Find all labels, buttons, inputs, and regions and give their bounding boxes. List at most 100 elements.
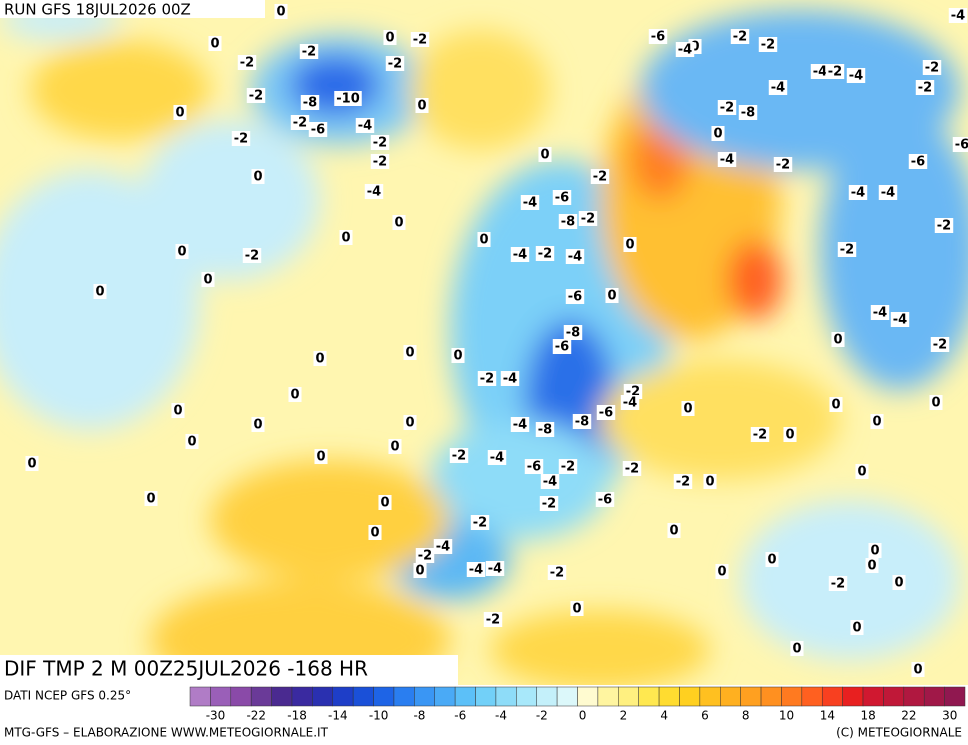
contour-label: -6 bbox=[955, 138, 968, 153]
contour-label-bg bbox=[758, 37, 778, 52]
contour-label: -2 bbox=[925, 61, 939, 76]
contour-label: 0 bbox=[625, 238, 634, 253]
colorbar-swatch bbox=[332, 686, 354, 707]
contour-labels: 00-20 -2-2 -2-2 -8 -100 0-2 -6 -4-2 -2-20-400-20… bbox=[25, 4, 968, 678]
contour-label-bg bbox=[890, 312, 910, 327]
contour-label: -2 bbox=[234, 132, 248, 147]
contour-label-bg bbox=[846, 68, 866, 83]
contour-label: -4 bbox=[849, 69, 863, 84]
contour-label-bg bbox=[552, 190, 572, 205]
contour-label-bg bbox=[565, 289, 585, 304]
contour-label-bg bbox=[878, 185, 898, 200]
contour-label-bg bbox=[314, 449, 328, 464]
contour-label: -2 bbox=[937, 219, 951, 234]
contour-label: -6 bbox=[598, 493, 612, 508]
contour-label-bg bbox=[552, 339, 572, 354]
contour-label-bg bbox=[415, 548, 435, 563]
colorbar-swatch bbox=[760, 686, 782, 707]
colorbar-swatch bbox=[475, 686, 497, 707]
contour-label-bg bbox=[449, 448, 469, 463]
contour-label: -4 bbox=[523, 196, 537, 211]
contour-label-bg bbox=[929, 395, 943, 410]
contour-label-bg bbox=[738, 105, 758, 120]
contour-label-bg bbox=[487, 450, 507, 465]
contour-label: 0 bbox=[717, 565, 726, 580]
contour-label-bg bbox=[477, 371, 497, 386]
colorbar-swatch bbox=[903, 686, 925, 707]
contour-label: -2 bbox=[418, 549, 432, 564]
colorbar-swatch bbox=[250, 686, 272, 707]
colorbar-swatch bbox=[393, 686, 415, 707]
contour-label-bg bbox=[370, 154, 390, 169]
contour-label: -2 bbox=[561, 460, 575, 475]
contour-label-bg bbox=[715, 564, 729, 579]
colorbar-label: 18 bbox=[860, 709, 875, 723]
contour-label-bg bbox=[783, 427, 797, 442]
colorbar-swatch bbox=[638, 686, 660, 707]
contour-label-bg bbox=[410, 32, 430, 47]
contour-label-bg bbox=[825, 64, 845, 79]
contour-label-bg bbox=[915, 80, 935, 95]
contour-label: -2 bbox=[249, 89, 263, 104]
colorbar-swatch bbox=[536, 686, 558, 707]
contour-label-bg bbox=[570, 601, 584, 616]
contour-label: 0 bbox=[669, 524, 678, 539]
colorbar-label: -30 bbox=[206, 709, 226, 723]
contour-label-bg bbox=[572, 414, 592, 429]
contour-label: 0 bbox=[177, 245, 186, 260]
contour-label-bg bbox=[578, 211, 598, 226]
contour-label-bg bbox=[539, 496, 559, 511]
contour-label-bg bbox=[717, 152, 737, 167]
contour-label-bg bbox=[403, 345, 417, 360]
colorbar-label: 2 bbox=[620, 709, 628, 723]
contour-label: -4 bbox=[813, 65, 827, 80]
contour-label-bg bbox=[208, 36, 222, 51]
map-background bbox=[0, 0, 968, 700]
contour-label-bg bbox=[246, 88, 266, 103]
contour-label: 0 bbox=[146, 492, 155, 507]
colorbar-swatch bbox=[373, 686, 395, 707]
contour-label-bg bbox=[510, 247, 530, 262]
contour-label-bg bbox=[388, 439, 402, 454]
contour-label-bg bbox=[930, 337, 950, 352]
colorbar-swatch bbox=[923, 686, 945, 707]
colorbar-swatch bbox=[414, 686, 435, 707]
contour-label: 0 bbox=[210, 37, 219, 52]
contour-label: 0 bbox=[390, 440, 399, 455]
colorbar-label: 30 bbox=[942, 709, 957, 723]
contour-label: -2 bbox=[542, 497, 556, 512]
contour-label: -6 bbox=[911, 155, 925, 170]
credit: MTG-GFS – ELABORAZIONE WWW.METEOGIORNALE… bbox=[4, 726, 329, 740]
contour-label-bg bbox=[922, 60, 942, 75]
contour-label: -4 bbox=[436, 540, 450, 555]
contour-label-bg bbox=[667, 523, 681, 538]
contour-label: 0 bbox=[792, 642, 801, 657]
contour-label: -2 bbox=[240, 56, 254, 71]
contour-label: 0 bbox=[394, 216, 403, 231]
contour-label: 0 bbox=[867, 559, 876, 574]
contour-label-bg bbox=[288, 387, 302, 402]
contour-label: -2 bbox=[933, 338, 947, 353]
contour-label-bg bbox=[185, 434, 199, 449]
contour-label-bg bbox=[466, 562, 486, 577]
contour-label: -4 bbox=[513, 418, 527, 433]
contour-label-bg bbox=[934, 218, 954, 233]
contour-label: -6 bbox=[527, 460, 541, 475]
title-box bbox=[0, 655, 458, 685]
contour-label: 0 bbox=[341, 231, 350, 246]
colorbar-label: -4 bbox=[495, 709, 507, 723]
contour-label-bg bbox=[308, 122, 328, 137]
contour-label: -8 bbox=[561, 215, 575, 230]
contour-label-bg bbox=[451, 348, 465, 363]
contour-label-bg bbox=[535, 246, 555, 261]
contour-label-bg bbox=[300, 95, 320, 110]
contour-label: -6 bbox=[599, 406, 613, 421]
source: DATI NCEP GFS 0.25° bbox=[4, 689, 131, 703]
contour-label: 0 bbox=[405, 346, 414, 361]
contour-label: 0 bbox=[203, 273, 212, 288]
colorbar-swatch bbox=[454, 686, 476, 707]
colorbar-swatch bbox=[189, 686, 211, 707]
contour-label: -4 bbox=[358, 119, 372, 134]
contour-label-bg bbox=[675, 42, 695, 57]
colorbar-swatch bbox=[699, 686, 721, 707]
